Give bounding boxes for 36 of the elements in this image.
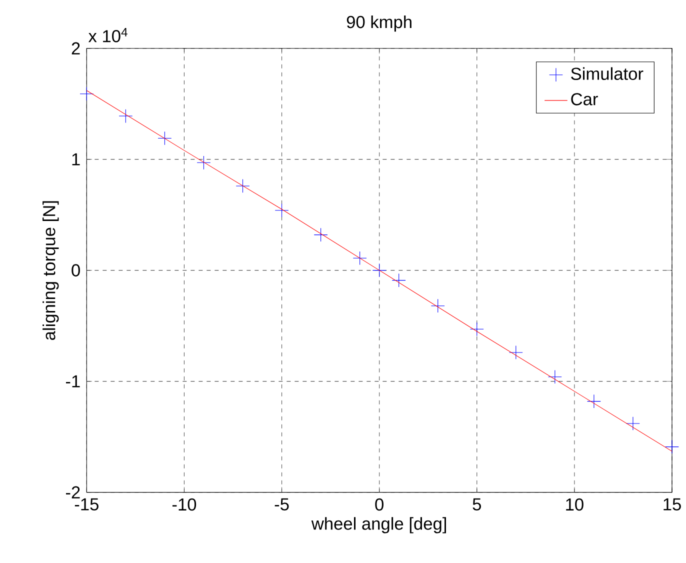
point <box>587 394 601 408</box>
point <box>392 273 406 288</box>
point <box>626 416 640 430</box>
point <box>314 228 328 242</box>
point <box>274 203 289 218</box>
point <box>508 346 523 360</box>
x-tick-label: 10 <box>566 498 584 511</box>
line-series <box>86 90 672 452</box>
legend-label: Simulator <box>571 67 644 80</box>
x-tick-label: 0 <box>375 498 384 511</box>
x-tick-label: -15 <box>74 498 98 510</box>
x-tick-label: -5 <box>274 498 289 510</box>
point <box>158 131 172 146</box>
x-tick-label: 5 <box>472 498 481 510</box>
x-tick-label: -10 <box>172 498 196 511</box>
point <box>548 370 562 384</box>
y-tick-label: 0 <box>72 264 80 276</box>
point <box>372 263 386 278</box>
point <box>118 109 133 123</box>
x-tick-label: 15 <box>664 498 681 510</box>
text: x 10$^{4}$ <box>88 28 128 42</box>
point <box>80 86 94 101</box>
point <box>352 251 367 266</box>
y-tick-label: -1 <box>66 375 80 388</box>
point <box>665 440 679 454</box>
y-tick-label: -2 <box>66 486 80 498</box>
chart-title: 90 kmph <box>346 15 412 32</box>
y-axis-title: aligning torque [N] <box>42 201 59 340</box>
y-tick-label: 1 <box>72 153 80 166</box>
point <box>236 179 250 193</box>
y-tick-label: 2 <box>72 42 80 54</box>
point <box>430 298 445 313</box>
point <box>470 322 484 336</box>
x-axis-title: wheel angle [deg] <box>311 517 446 534</box>
legend-label: Car <box>571 93 598 106</box>
point <box>196 156 211 170</box>
